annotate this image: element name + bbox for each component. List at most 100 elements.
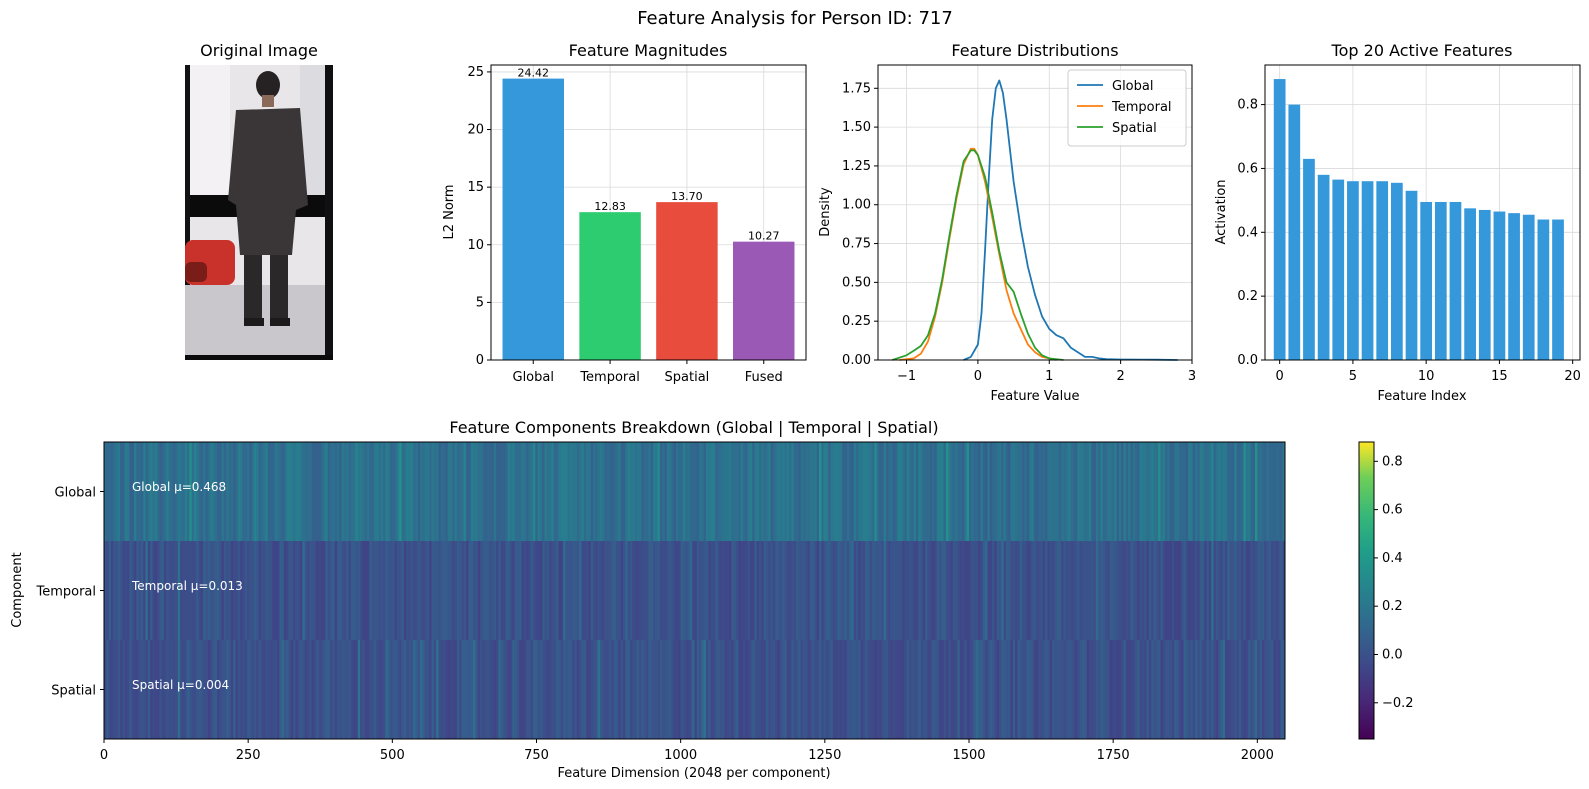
heatmap-cell	[1241, 541, 1244, 641]
heatmap-cell	[812, 541, 815, 641]
heatmap-cell	[138, 541, 142, 641]
heatmap-cell	[553, 442, 557, 542]
heatmap-cell	[729, 442, 732, 542]
heatmap-cell	[754, 541, 758, 641]
heatmap-cell	[157, 541, 160, 641]
heatmap-cell	[1058, 442, 1062, 542]
heatmap-cell	[556, 640, 559, 740]
heatmap-cell	[1105, 640, 1108, 740]
heatmap-cell	[1084, 640, 1088, 740]
heatmap-cell	[616, 640, 619, 740]
heatmap-cell	[579, 640, 582, 740]
heatmap-cell	[918, 541, 921, 641]
heatmap-cell	[173, 442, 176, 542]
heatmap-cell	[994, 442, 998, 542]
heatmap-cell	[196, 541, 199, 641]
heatmap-cell	[1033, 541, 1037, 641]
heatmap-cell	[413, 442, 416, 542]
heatmap-cell	[247, 640, 250, 740]
heatmap-cell	[173, 640, 176, 740]
heatmap-cell	[957, 442, 961, 542]
heatmap-cell	[193, 442, 197, 542]
heatmap-cell	[611, 640, 615, 740]
heatmap-cell	[708, 640, 712, 740]
heatmap-cell	[1174, 442, 1177, 542]
heatmap-cell	[1165, 541, 1168, 641]
heatmap-cell	[1095, 442, 1099, 542]
heatmap-cell	[475, 541, 479, 641]
heatmap-cell	[945, 640, 949, 740]
magnitudes-ytick-label: 15	[467, 180, 484, 195]
heatmap-cell	[985, 640, 988, 740]
heatmap-xtick-label: 1250	[808, 748, 841, 763]
heatmap-cell	[853, 541, 857, 641]
heatmap-cell	[348, 541, 352, 641]
heatmap-cell	[676, 541, 679, 641]
heatmap-cell	[659, 541, 663, 641]
heatmap-cell	[221, 442, 225, 542]
heatmap-cell	[786, 640, 790, 740]
heatmap-cell	[323, 442, 326, 542]
heatmap-cell	[1005, 541, 1009, 641]
heatmap-cell	[625, 442, 629, 542]
heatmap-cell	[740, 640, 744, 740]
heatmap-cell	[408, 541, 412, 641]
heatmap-cell	[742, 442, 746, 542]
heatmap-cell	[761, 640, 765, 740]
heatmap-cell	[1268, 640, 1272, 740]
heatmap-cell	[477, 541, 481, 641]
heatmap-cell	[761, 541, 765, 641]
heatmap-cell	[240, 640, 243, 740]
heatmap-xtick-label: 1000	[664, 748, 697, 763]
heatmap-cell	[1112, 640, 1115, 740]
heatmap-cell	[486, 541, 490, 641]
heatmap-cell	[401, 442, 405, 542]
heatmap-cell	[1022, 640, 1025, 740]
heatmap-cell	[1082, 442, 1085, 542]
heatmap-cell	[546, 640, 550, 740]
heatmap-cell	[673, 442, 677, 542]
heatmap-cell	[168, 442, 172, 542]
magnitudes-title: Feature Magnitudes	[569, 41, 728, 60]
heatmap-cell	[1075, 640, 1078, 740]
heatmap-cell	[652, 442, 656, 542]
heatmap-cell	[682, 442, 686, 542]
heatmap-cell	[336, 640, 340, 740]
heatmap-cell	[392, 541, 396, 641]
heatmap-cell	[353, 640, 356, 740]
heatmap-cell	[572, 541, 575, 641]
heatmap-cell	[482, 640, 485, 740]
heatmap-cell	[1102, 442, 1106, 542]
top20-bar	[1537, 219, 1550, 360]
heatmap-cell	[805, 640, 808, 740]
heatmap-cell	[913, 442, 917, 542]
heatmap-cell	[650, 640, 654, 740]
heatmap-cell	[150, 640, 153, 740]
heatmap-cell	[429, 640, 432, 740]
heatmap-cell	[865, 640, 868, 740]
heatmap-cell	[1171, 442, 1175, 542]
heatmap-cell	[330, 640, 333, 740]
heatmap-cell	[717, 640, 721, 740]
heatmap-cell	[226, 442, 229, 542]
heatmap-cell	[140, 541, 144, 641]
heatmap-cell	[205, 442, 209, 542]
heatmap-cell	[219, 640, 223, 740]
heatmap-cell	[761, 442, 765, 542]
heatmap-cell	[1098, 640, 1101, 740]
heatmap-cell	[719, 541, 723, 641]
top20-bar	[1420, 201, 1433, 360]
heatmap-cell	[1001, 640, 1004, 740]
heatmap-cell	[1001, 541, 1004, 641]
heatmap-cell	[445, 640, 449, 740]
heatmap-cell	[297, 442, 301, 542]
heatmap-cell	[759, 640, 762, 740]
heatmap-cell	[712, 442, 716, 542]
heatmap-cell	[362, 442, 366, 542]
heatmap-cell	[650, 442, 654, 542]
heatmap-cell	[549, 442, 552, 542]
heatmap-cell	[825, 640, 829, 740]
heatmap-cell	[1266, 541, 1270, 641]
heatmap-cell	[297, 640, 301, 740]
heatmap-cell	[459, 442, 462, 542]
